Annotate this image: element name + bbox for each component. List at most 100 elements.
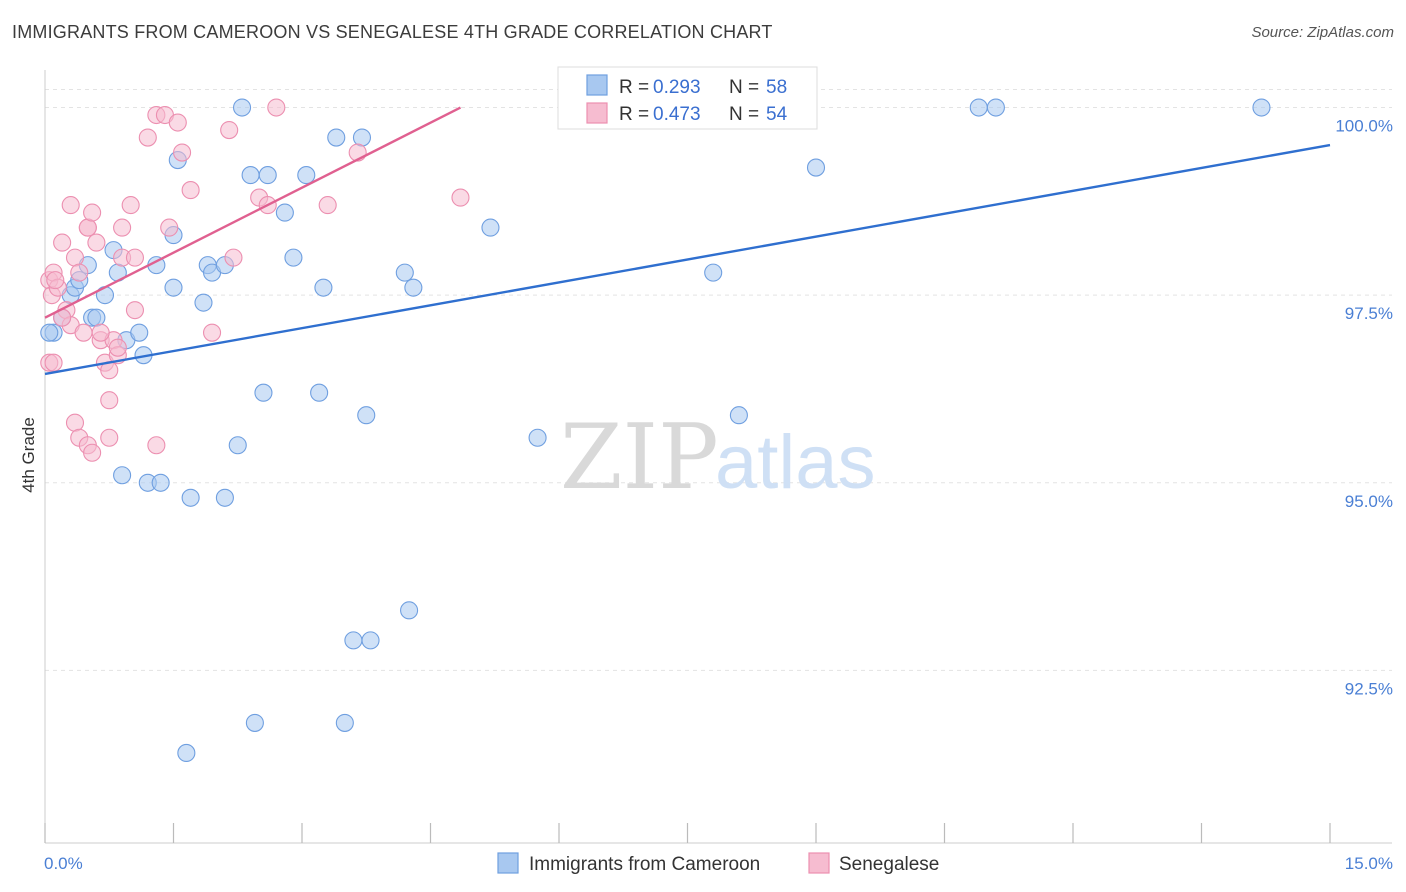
senegalese-point-32 [220, 120, 239, 140]
senegalese-point-28 [168, 113, 187, 132]
y-tick-label-0: 92.5% [1345, 679, 1393, 698]
x-tick-labels: 0.0% 15.0% [44, 854, 1393, 873]
senegalese-point-24 [138, 128, 157, 147]
bottom-legend-label-senegalese: Senegalese [839, 854, 939, 875]
senegalese-point-50 [74, 323, 93, 342]
cameroon-point-44 [400, 601, 419, 620]
cameroon-point-28 [314, 278, 333, 297]
cameroon-point-12 [130, 323, 149, 342]
senegalese-point-46 [100, 391, 119, 410]
senegalese-point-51 [91, 323, 110, 342]
senegalese-point-11 [78, 218, 97, 237]
watermark: ZIP atlas [560, 405, 876, 510]
cameroon-point-53 [986, 98, 1005, 117]
legend-swatch-blue [586, 74, 608, 96]
cameroon-point-33 [113, 466, 132, 485]
y-axis-title: 4th Grade [19, 417, 38, 493]
series-senegalese-points [40, 98, 470, 462]
cameroon-point-7 [87, 308, 106, 327]
cameroon-trend-line [44, 143, 1331, 376]
senegalese-point-30 [181, 181, 200, 200]
senegalese-point-47 [100, 428, 119, 447]
legend-r-label-1: R = [619, 104, 649, 125]
trend-lines [44, 106, 1331, 376]
bottom-legend: Immigrants from Cameroon Senegalese [497, 852, 939, 875]
cameroon-point-50 [704, 263, 723, 282]
cameroon-point-37 [215, 488, 234, 507]
y-tick-label-2: 97.5% [1345, 304, 1393, 323]
cameroon-point-23 [241, 166, 260, 185]
senegalese-point-31 [203, 323, 222, 342]
senegalese-point-9 [70, 263, 89, 282]
senegalese-point-4 [53, 233, 72, 252]
senegalese-point-13 [87, 233, 106, 252]
cameroon-point-25 [275, 203, 294, 222]
legend-r-label-0: R = [619, 77, 649, 98]
legend-n-value-1: 54 [766, 104, 788, 125]
senegalese-point-39 [451, 188, 470, 207]
cameroon-point-24 [258, 166, 277, 185]
legend-r-value-0: 0.293 [653, 77, 701, 98]
legend-n-value-0: 58 [766, 77, 787, 98]
cameroon-point-38 [228, 436, 247, 455]
y-tick-label-3: 100.0% [1335, 117, 1393, 136]
watermark-atlas: atlas [715, 420, 876, 505]
senegalese-trend-line [44, 106, 462, 319]
senegalese-point-12 [83, 203, 102, 222]
senegalese-point-8 [65, 248, 85, 267]
senegalese-point-20 [113, 218, 132, 237]
senegalese-point-29 [173, 143, 192, 162]
cameroon-point-45 [344, 631, 363, 650]
cameroon-point-51 [806, 158, 826, 177]
cameroon-point-36 [181, 488, 200, 507]
senegalese-point-36 [267, 98, 286, 117]
legend-n-label-1: N = [729, 104, 759, 125]
cameroon-point-39 [254, 383, 273, 402]
senegalese-point-53 [46, 271, 65, 290]
cameroon-point-22 [232, 98, 252, 117]
cameroon-point-40 [310, 383, 329, 402]
cameroon-point-29 [327, 128, 346, 147]
legend: R = 0.293 N = 58 R = 0.473 N = 54 [557, 66, 818, 130]
senegalese-point-37 [318, 196, 337, 215]
cameroon-point-47 [245, 713, 264, 732]
chart-title: IMMIGRANTS FROM CAMEROON VS SENEGALESE 4… [12, 22, 773, 42]
senegalese-point-7 [61, 196, 80, 215]
cameroon-point-46 [361, 631, 380, 650]
senegalese-point-48 [147, 436, 166, 455]
legend-r-value-1: 0.473 [653, 104, 701, 125]
x-tick-label-1: 15.0% [1345, 854, 1393, 873]
cameroon-point-35 [151, 473, 170, 492]
cameroon-point-41 [357, 406, 376, 425]
series-cameroon-points [40, 98, 1271, 762]
source-label: Source: ZipAtlas.com [1251, 24, 1394, 41]
cameroon-point-52 [969, 98, 988, 117]
senegalese-point-22 [125, 248, 144, 267]
y-tick-label-1: 95.0% [1345, 492, 1393, 511]
senegalese-point-33 [224, 248, 243, 267]
cameroon-point-15 [164, 278, 183, 297]
senegalese-point-52 [108, 338, 127, 357]
y-tick-labels: 92.5% 95.0% 97.5% 100.0% [1335, 117, 1393, 699]
cameroon-point-57 [40, 323, 59, 342]
cameroon-point-32 [404, 278, 423, 297]
senegalese-point-23 [125, 301, 144, 320]
bottom-legend-label-cameroon: Immigrants from Cameroon [529, 854, 760, 875]
senegalese-point-27 [160, 218, 179, 237]
legend-swatch-pink [586, 102, 608, 124]
senegalese-point-41 [44, 353, 63, 372]
senegalese-point-45 [83, 443, 102, 462]
cameroon-point-30 [352, 128, 372, 147]
cameroon-point-27 [297, 166, 316, 185]
senegalese-point-42 [65, 413, 85, 432]
cameroon-point-49 [177, 743, 196, 762]
cameroon-point-42 [528, 428, 547, 447]
cameroon-point-54 [1252, 98, 1271, 117]
cameroon-point-43 [729, 406, 748, 425]
axes [44, 70, 1392, 844]
x-tick-label-0: 0.0% [44, 854, 83, 873]
cameroon-point-48 [335, 713, 354, 732]
cameroon-point-26 [284, 248, 303, 267]
senegalese-point-21 [121, 196, 140, 215]
